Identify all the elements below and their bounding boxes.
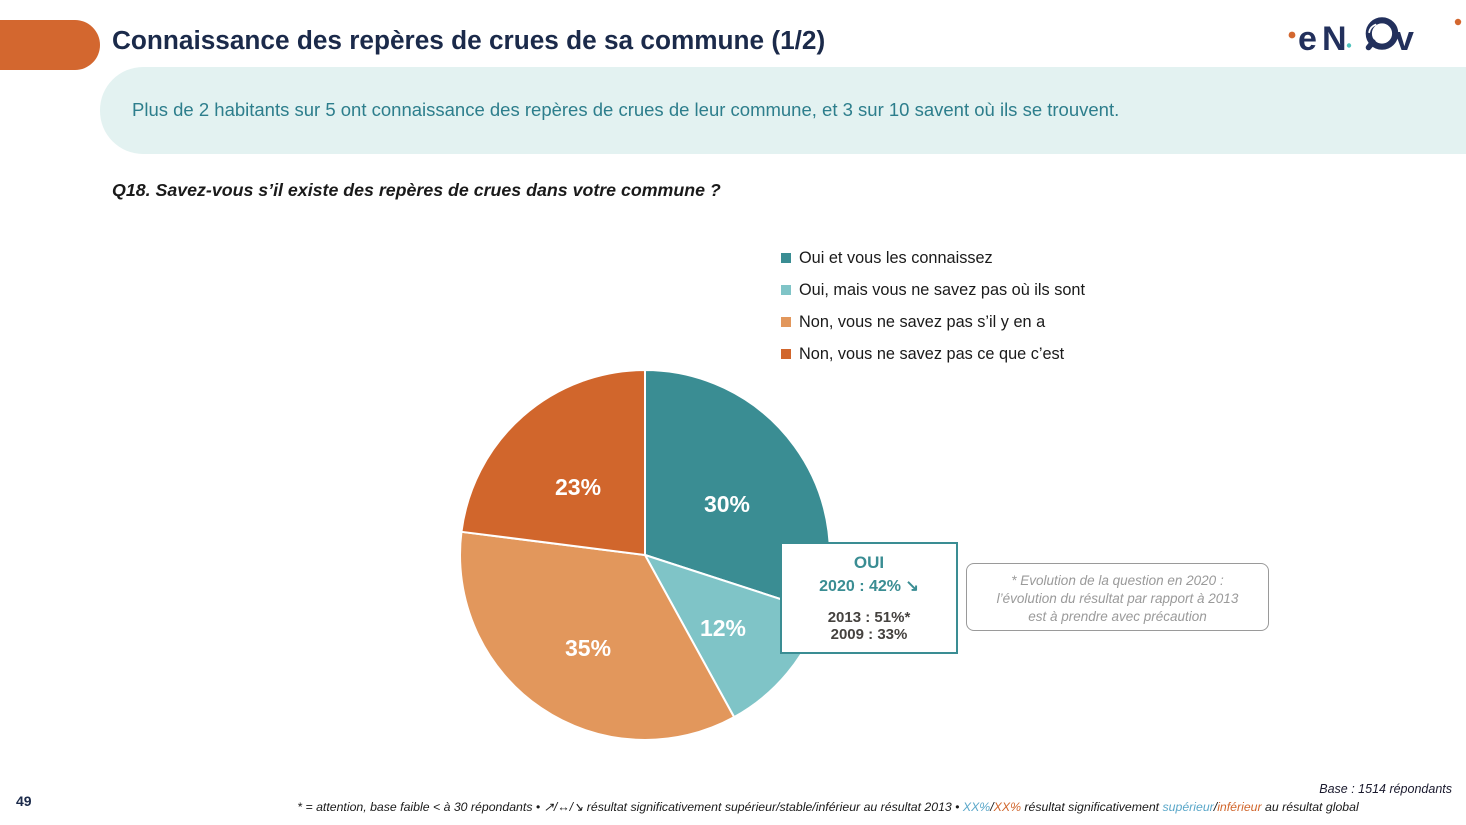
svg-text:35%: 35%: [565, 635, 611, 661]
svg-text:30%: 30%: [704, 491, 750, 517]
svg-text:23%: 23%: [555, 474, 601, 500]
svg-text:12%: 12%: [700, 615, 746, 641]
